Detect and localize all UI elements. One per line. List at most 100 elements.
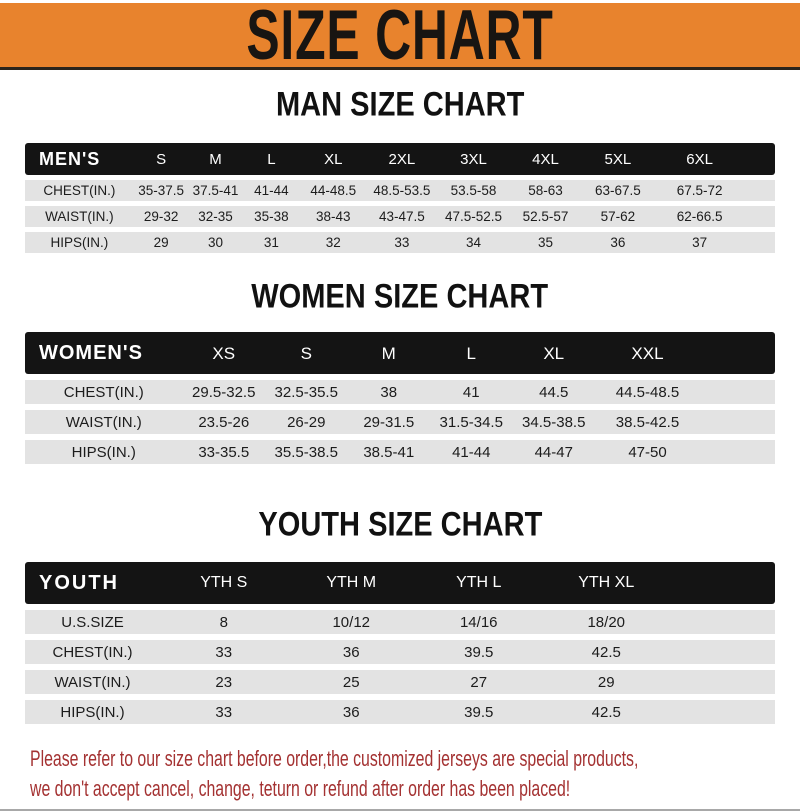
size-header-cell: XL — [300, 143, 367, 175]
data-cell: 48.5-53.5 — [366, 180, 438, 201]
data-cell: 38 — [347, 380, 430, 404]
size-header-cell: 6XL — [654, 143, 745, 175]
data-cell: 41-44 — [242, 180, 301, 201]
data-cell: 67.5-72 — [654, 180, 745, 201]
data-cell: 29 — [133, 232, 189, 253]
data-cell — [700, 440, 775, 464]
data-cell: 35-37.5 — [133, 180, 189, 201]
table-row: WAIST(IN.) 23 25 27 29 — [25, 670, 775, 694]
size-header-cell — [700, 332, 775, 374]
data-cell: 25 — [287, 670, 415, 694]
data-cell: 38.5-41 — [347, 440, 430, 464]
table-row: CHEST(IN.) 33 36 39.5 42.5 — [25, 640, 775, 664]
data-cell: 36 — [287, 640, 415, 664]
banner: SIZE CHART — [0, 0, 800, 75]
data-cell — [745, 206, 775, 227]
data-cell: 35-38 — [242, 206, 301, 227]
data-cell: 18/20 — [542, 610, 670, 634]
data-cell: 44.5-48.5 — [595, 380, 700, 404]
data-cell: 38.5-42.5 — [595, 410, 700, 434]
size-header-cell — [670, 562, 775, 604]
table-row: HIPS(IN.) 33-35.5 35.5-38.5 38.5-41 41-44 44-… — [25, 440, 775, 464]
size-header-cell: XL — [512, 332, 595, 374]
data-cell: 10/12 — [287, 610, 415, 634]
women-size-table: WOMEN'S XS S M L XL XXL CHEST(IN.) 29.5-32.5 32.5… — [25, 326, 775, 470]
data-cell: 36 — [287, 700, 415, 724]
table-row: HIPS(IN.) 29 30 31 32 33 34 35 36 37 — [25, 232, 775, 253]
data-cell: 43-47.5 — [366, 206, 438, 227]
banner-title: SIZE CHART — [246, 0, 554, 75]
size-header-cell: YTH S — [160, 562, 288, 604]
data-cell: 41 — [430, 380, 513, 404]
table-title-cell: YOUTH — [25, 562, 160, 604]
data-cell: 42.5 — [542, 700, 670, 724]
row-label-cell: HIPS(IN.) — [25, 440, 183, 464]
data-cell: 32-35 — [188, 206, 243, 227]
size-header-cell: YTH M — [287, 562, 415, 604]
data-cell — [700, 380, 775, 404]
row-label-cell: CHEST(IN.) — [25, 640, 160, 664]
data-cell: 38-43 — [300, 206, 367, 227]
row-label-cell: HIPS(IN.) — [25, 232, 134, 253]
data-cell: 31 — [242, 232, 301, 253]
row-label-cell: WAIST(IN.) — [25, 410, 183, 434]
data-cell: 44-47 — [512, 440, 595, 464]
data-cell: 32 — [300, 232, 367, 253]
data-cell: 35 — [509, 232, 582, 253]
data-cell — [745, 232, 775, 253]
data-cell: 62-66.5 — [654, 206, 745, 227]
men-section-heading-text: MAN SIZE CHART — [275, 84, 525, 123]
size-header-cell: YTH L — [415, 562, 543, 604]
size-header-cell: L — [430, 332, 513, 374]
size-header-cell: XS — [182, 332, 265, 374]
size-header-cell: M — [347, 332, 430, 374]
table-title-cell: WOMEN'S — [25, 332, 183, 374]
data-cell: 41-44 — [430, 440, 513, 464]
youth-section-heading: YOUTH SIZE CHART — [0, 504, 800, 546]
table-row: U.S.SIZE 8 10/12 14/16 18/20 — [25, 610, 775, 634]
data-cell: 44-48.5 — [300, 180, 367, 201]
row-label-cell: WAIST(IN.) — [25, 206, 134, 227]
footer-notice: Please refer to our size chart before or… — [30, 744, 800, 804]
data-cell — [700, 410, 775, 434]
size-header-cell: XXL — [595, 332, 700, 374]
data-cell — [670, 700, 775, 724]
data-cell: 33-35.5 — [182, 440, 265, 464]
youth-size-table: YOUTH YTH S YTH M YTH L YTH XL U.S.SIZE 8 10/12… — [25, 556, 775, 730]
data-cell: 37.5-41 — [188, 180, 243, 201]
size-header-cell: 4XL — [509, 143, 582, 175]
data-cell: 23.5-26 — [182, 410, 265, 434]
data-cell: 57-62 — [581, 206, 655, 227]
data-cell — [670, 670, 775, 694]
header-row: WOMEN'S XS S M L XL XXL — [25, 332, 775, 374]
size-header-cell: S — [133, 143, 189, 175]
notice-line-1: Please refer to our size chart before or… — [30, 746, 639, 771]
data-cell: 53.5-58 — [437, 180, 510, 201]
data-cell: 26-29 — [265, 410, 348, 434]
table-row: CHEST(IN.) 35-37.5 37.5-41 41-44 44-48.5 48.5… — [25, 180, 775, 201]
row-label-cell: WAIST(IN.) — [25, 670, 160, 694]
data-cell: 42.5 — [542, 640, 670, 664]
row-label-cell: HIPS(IN.) — [25, 700, 160, 724]
data-cell: 29 — [542, 670, 670, 694]
youth-section-heading-text: YOUTH SIZE CHART — [258, 504, 542, 543]
size-header-cell: 5XL — [581, 143, 655, 175]
notice-line-2: we don't accept cancel, change, teturn o… — [30, 776, 571, 801]
data-cell — [670, 640, 775, 664]
section-men: MAN SIZE CHART MEN'S S M L XL 2XL 3XL 4XL 5XL 6XL… — [0, 84, 800, 258]
section-youth: YOUTH SIZE CHART YOUTH YTH S YTH M YTH L YTH… — [0, 504, 800, 730]
women-section-heading: WOMEN SIZE CHART — [0, 276, 800, 318]
data-cell — [670, 610, 775, 634]
header-row: MEN'S S M L XL 2XL 3XL 4XL 5XL 6XL — [25, 143, 775, 175]
data-cell: 29-31.5 — [347, 410, 430, 434]
data-cell: 29-32 — [133, 206, 189, 227]
section-women: WOMEN SIZE CHART WOMEN'S XS S M L XL XXL CHEST(… — [0, 276, 800, 470]
data-cell: 39.5 — [415, 640, 543, 664]
data-cell — [745, 180, 775, 201]
men-section-heading: MAN SIZE CHART — [0, 84, 800, 126]
women-section-heading-text: WOMEN SIZE CHART — [251, 276, 549, 315]
table-row: WAIST(IN.) 23.5-26 26-29 29-31.5 31.5-34.5 34… — [25, 410, 775, 434]
data-cell: 32.5-35.5 — [265, 380, 348, 404]
data-cell: 39.5 — [415, 700, 543, 724]
